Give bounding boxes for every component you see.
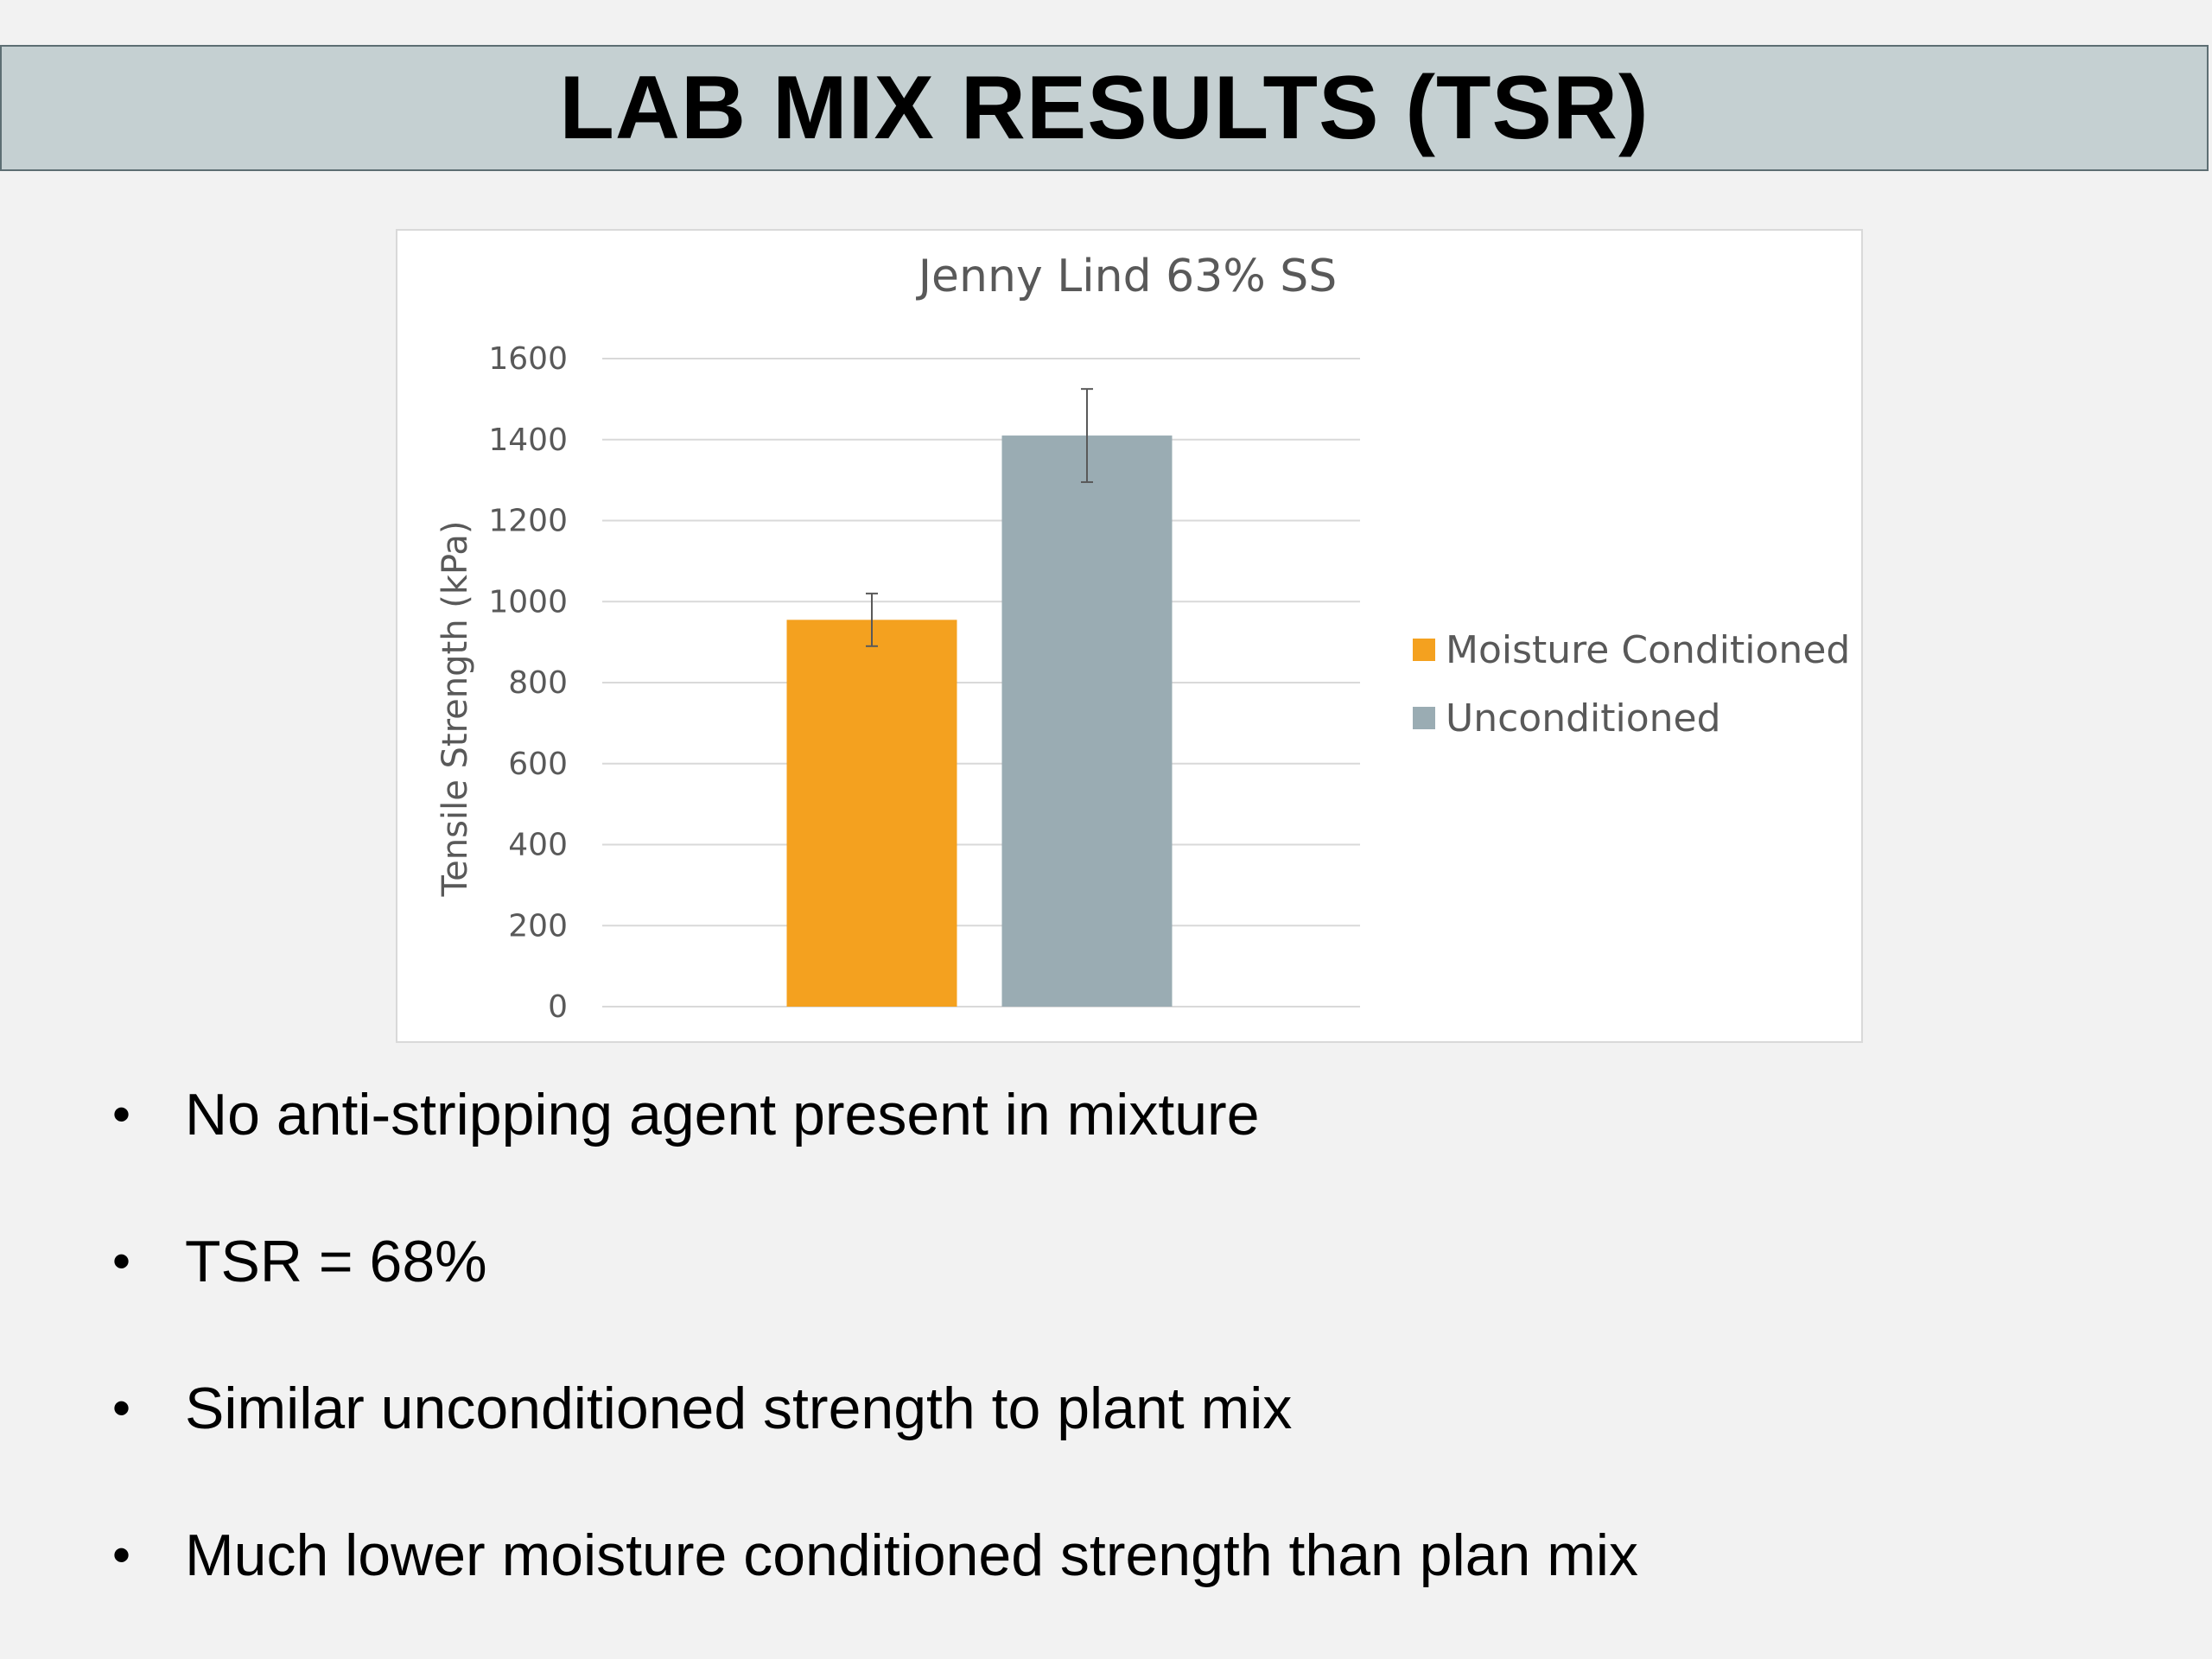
bar (786, 620, 957, 1007)
legend-swatch (1413, 639, 1435, 661)
chart-container: Jenny Lind 63% SS 0 200 400 600 800 1000 1200 1… (396, 229, 1863, 1043)
bullet-text: Much lower moisture conditioned strength… (185, 1522, 1638, 1588)
error-bar (866, 592, 878, 647)
bullet-item: • TSR = 68% (112, 1218, 2169, 1365)
error-bar (1081, 388, 1093, 483)
y-tick-label: 1200 (488, 504, 568, 539)
bullet-item: • Much lower moisture conditioned strengt… (112, 1512, 2169, 1659)
bullet-text: No anti-stripping agent present in mixtu… (185, 1082, 1260, 1147)
bullet-item: • Similar unconditioned strength to plant… (112, 1365, 2169, 1512)
chart-title: Jenny Lind 63% SS (916, 251, 1338, 302)
bullet-marker: • (112, 1085, 131, 1143)
legend-swatch (1413, 707, 1435, 729)
y-tick-label: 0 (548, 989, 568, 1025)
y-tick-label: 200 (508, 908, 568, 944)
bullet-list: • No anti-stripping agent present in mixt… (112, 1071, 2169, 1659)
bullet-text: Similar unconditioned strength to plant … (185, 1376, 1293, 1441)
y-tick-label: 400 (508, 828, 568, 863)
bars (786, 388, 1173, 1007)
y-tick-label: 800 (508, 665, 568, 701)
gridlines (602, 358, 1360, 1007)
bar (1001, 435, 1173, 1007)
bar-chart: Jenny Lind 63% SS 0 200 400 600 800 1000 1200 1… (435, 251, 1850, 1025)
y-tick-label: 1000 (488, 584, 568, 620)
y-axis-ticks: 0 200 400 600 800 1000 1200 1400 1600 (488, 341, 568, 1025)
legend-label: Moisture Conditioned (1446, 628, 1850, 672)
bullet-item: • No anti-stripping agent present in mixt… (112, 1071, 2169, 1218)
legend-label: Unconditioned (1446, 696, 1721, 741)
y-tick-label: 1400 (488, 423, 568, 458)
bullet-text: TSR = 68% (185, 1229, 487, 1294)
legend: Moisture Conditioned Unconditioned (1413, 628, 1850, 741)
y-tick-label: 1600 (488, 341, 568, 377)
bullet-marker: • (112, 1232, 131, 1290)
slide-title: LAB MIX RESULTS (TSR) (559, 57, 1649, 158)
bullet-marker: • (112, 1379, 131, 1437)
y-axis-label: Tensile Strength (kPa) (435, 521, 475, 898)
y-tick-label: 600 (508, 747, 568, 782)
bullet-marker: • (112, 1526, 131, 1584)
title-bar: LAB MIX RESULTS (TSR) (0, 45, 2209, 171)
